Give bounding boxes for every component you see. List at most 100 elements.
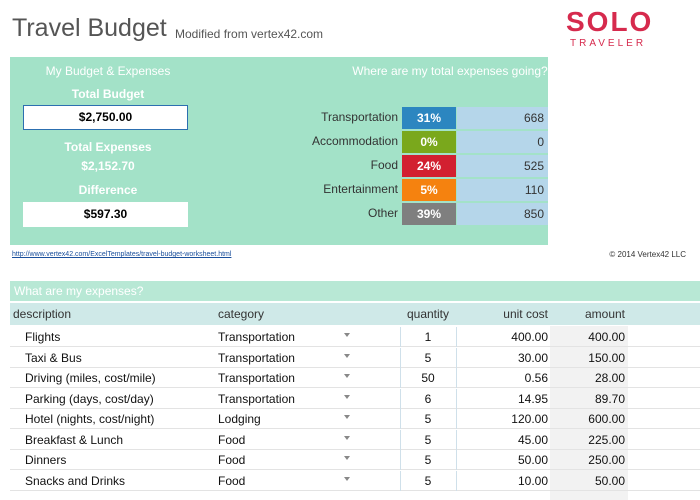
summary-heading: My Budget & Expenses <box>45 64 171 78</box>
table-cell: Transportation <box>218 330 295 344</box>
amount-cell: 668 <box>457 107 548 129</box>
dropdown-arrow[interactable] <box>344 353 350 358</box>
amount-column <box>550 326 628 500</box>
table-cell: Hotel (nights, cost/night) <box>25 412 155 426</box>
table-cell: 28.00 <box>594 371 625 385</box>
category-label: Other <box>367 206 398 220</box>
dropdown-arrow[interactable] <box>344 374 350 378</box>
link[interactable]: http://www.vertex42.com/ExcelTemplates/t… <box>12 251 232 258</box>
column-header: category <box>218 307 265 321</box>
cell-border <box>400 368 401 388</box>
table-cell: Transportation <box>218 350 295 365</box>
column-header: amount <box>584 307 625 321</box>
budget-input[interactable]: $2,750.00 <box>23 105 188 130</box>
label: Total Budget <box>71 87 145 101</box>
percent-cell: 5% <box>402 179 456 201</box>
cell-border <box>456 368 457 388</box>
label: Difference <box>78 183 138 197</box>
percent-cell: 24% <box>402 155 456 177</box>
dropdown-arrow[interactable] <box>344 476 350 481</box>
table-cell: Parking (days, cost/day) <box>25 391 154 406</box>
table-cell: Breakfast & Lunch <box>25 432 124 447</box>
percent-cell: 31% <box>402 107 456 129</box>
dropdown-arrow[interactable] <box>344 333 350 337</box>
table-cell: Food <box>218 473 246 488</box>
title: Travel Budget <box>12 14 167 42</box>
row-line <box>10 489 700 491</box>
cell-border <box>456 409 457 429</box>
table-cell: Food <box>218 453 246 467</box>
label: Total Expenses <box>64 140 152 154</box>
table-heading: What are my expenses? <box>10 281 700 301</box>
cell-border <box>400 388 401 409</box>
cell-border <box>400 450 401 470</box>
table-cell: 1 <box>424 330 432 344</box>
row-line <box>10 469 700 470</box>
table-cell: 50.00 <box>594 473 625 488</box>
category-label: Food <box>370 158 398 172</box>
table-cell: 0.56 <box>524 371 548 385</box>
amount-cell: 0 <box>457 131 548 153</box>
cell-border <box>456 327 457 347</box>
table-cell: 89.70 <box>594 391 625 406</box>
cell-border <box>400 327 401 347</box>
dropdown-arrow[interactable] <box>344 415 350 419</box>
table-cell: 5 <box>424 432 432 447</box>
row-line <box>10 428 700 429</box>
table-cell: Driving (miles, cost/mile) <box>25 371 156 385</box>
row-line <box>10 407 700 409</box>
table-cell: 250.00 <box>588 453 625 467</box>
cell-border <box>400 347 401 368</box>
category-label: Transportation <box>321 110 398 124</box>
cell-border <box>456 429 457 450</box>
amount-cell: 850 <box>457 203 548 225</box>
copyright: © 2014 Vertex42 LLC <box>609 250 686 259</box>
table-cell: 5 <box>424 350 432 365</box>
table-cell: 5 <box>424 412 432 426</box>
row-line <box>10 448 700 450</box>
table-cell: Transportation <box>218 391 295 406</box>
dropdown-arrow[interactable] <box>344 394 350 399</box>
table-cell: Lodging <box>218 412 261 426</box>
table-cell: 50 <box>421 371 435 385</box>
column-header: quantity <box>406 307 450 321</box>
cell-border <box>456 470 457 491</box>
dropdown-arrow[interactable] <box>344 456 350 460</box>
table-cell: 10.00 <box>517 473 548 488</box>
cell-border <box>400 409 401 429</box>
cell-border <box>456 388 457 409</box>
category-label: Entertainment <box>323 182 398 196</box>
column-header: description <box>13 307 72 321</box>
value: $597.30 <box>23 202 188 227</box>
table-cell: 5 <box>424 453 432 467</box>
cell-border <box>456 347 457 368</box>
cell-border <box>456 450 457 470</box>
table-cell: 225.00 <box>588 432 625 447</box>
column-header: unit cost <box>503 307 548 321</box>
table-cell: Food <box>218 432 246 447</box>
table-cell: 600.00 <box>588 412 625 426</box>
cell-border <box>400 470 401 491</box>
subtitle: Modified from vertex42.com <box>175 27 324 41</box>
cell-border <box>400 429 401 450</box>
amount-cell: 525 <box>457 155 548 177</box>
percent-cell: 0% <box>402 131 456 153</box>
table-cell: Snacks and Drinks <box>25 473 126 488</box>
dropdown-arrow[interactable] <box>344 435 350 440</box>
table-cell: Transportation <box>218 371 295 385</box>
row-line <box>10 387 700 388</box>
table-cell: 50.00 <box>517 453 548 467</box>
category-label: Accommodation <box>311 134 398 148</box>
table-cell: Taxi & Bus <box>25 350 82 365</box>
table-cell: Dinners <box>25 453 67 467</box>
row-line <box>10 346 700 347</box>
percent-cell: 39% <box>402 203 456 225</box>
table-cell: 400.00 <box>588 330 625 344</box>
row-line <box>10 366 700 368</box>
amount-cell: 110 <box>457 179 548 201</box>
table-cell: 30.00 <box>517 350 548 365</box>
logo: SOLO <box>566 6 654 37</box>
table-cell: 400.00 <box>511 330 548 344</box>
table-cell: 120.00 <box>511 412 548 426</box>
